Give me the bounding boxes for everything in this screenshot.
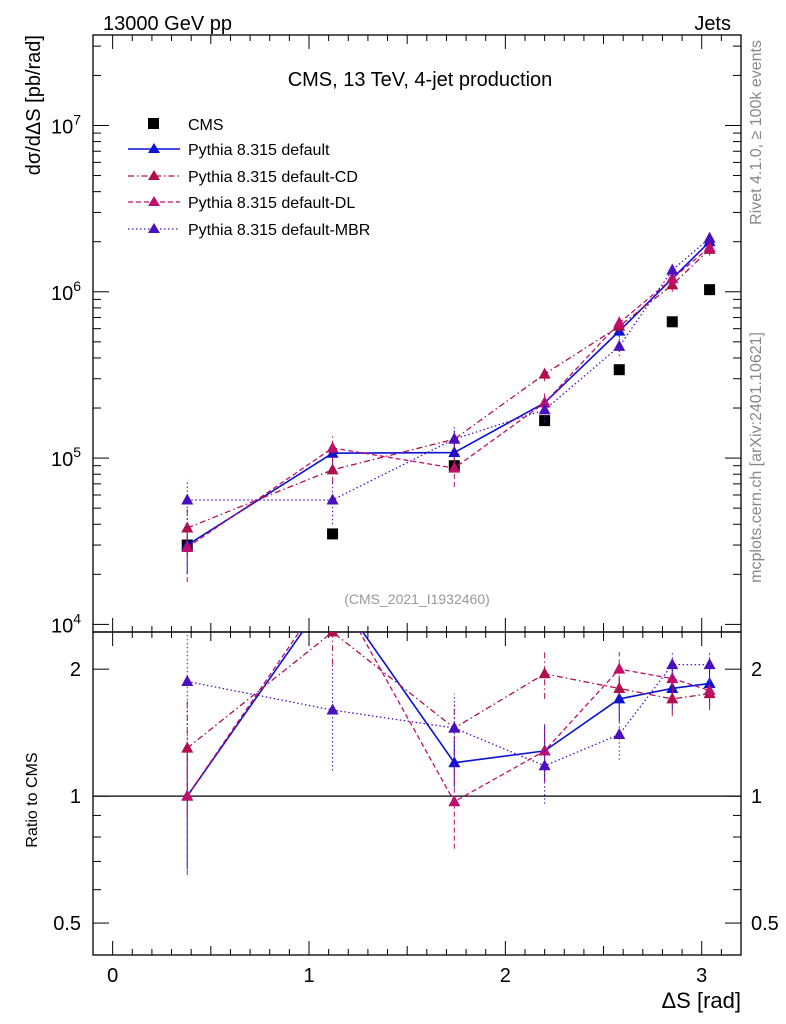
y-tick-label: 104 <box>51 610 81 637</box>
main-point-dl <box>613 316 626 328</box>
ratio-point-mbr <box>703 658 716 670</box>
ratio-point-mbr <box>666 658 679 670</box>
main-point-mbr <box>613 339 626 351</box>
main-line-default <box>186 241 711 546</box>
main-point-cd <box>538 367 551 379</box>
main-point-mbr <box>703 231 716 243</box>
main-line-cd <box>187 248 711 529</box>
ratio-y-axis-title: Ratio to CMS <box>24 752 41 847</box>
ratio-point-mbr <box>613 727 626 739</box>
main-point-dl <box>666 272 679 284</box>
ratio-point-dl <box>538 744 551 756</box>
legend-label-dl: Pythia 8.315 default-DL <box>188 195 355 212</box>
ratio-series-layer <box>181 577 716 876</box>
main-point-dl <box>181 540 194 552</box>
ratio-y-tick-label: 2 <box>70 659 81 681</box>
ratio-point-cd <box>326 632 339 637</box>
x-tick-label: 0 <box>107 965 118 987</box>
main-line-mbr <box>187 237 711 501</box>
main-point-cd <box>326 463 339 475</box>
ratio-point-mbr <box>448 721 461 733</box>
ratio-point-cd <box>538 667 551 679</box>
rivet-version-label: Rivet 4.1.0, ≥ 100k events <box>748 40 765 225</box>
ratio-y-tick-label: 0.5 <box>53 913 81 935</box>
plot-title: CMS, 13 TeV, 4-jet production <box>288 69 553 91</box>
y-tick-label: 106 <box>51 278 81 305</box>
ratio-point-mbr <box>181 674 194 686</box>
y-tick-label: 107 <box>51 111 81 138</box>
legend-marker-cms <box>148 118 159 129</box>
main-y-axis-title: dσ/dΔS [pb/rad] <box>23 35 45 175</box>
ratio-y-tick-label: 2 <box>751 659 762 681</box>
main-point-mbr <box>448 432 461 444</box>
ratio-point-dl <box>613 662 626 674</box>
main-point-mbr <box>181 493 194 505</box>
ratio-point-dl <box>448 795 461 807</box>
ratio-line-default <box>186 632 710 797</box>
main-point-mbr <box>666 263 679 275</box>
ratio-line-cd <box>186 632 710 749</box>
main-point-cms <box>327 528 339 540</box>
ratio-line-dl <box>186 632 710 803</box>
legend-label-cms: CMS <box>188 117 224 134</box>
ratio-point-default <box>613 692 626 704</box>
main-line-dl <box>186 246 710 549</box>
ratio-y-tick-label: 1 <box>70 786 81 808</box>
x-tick-label: 1 <box>303 965 314 987</box>
legend-marker-mbr <box>148 223 160 233</box>
main-point-dl <box>326 441 339 453</box>
main-series-layer <box>181 231 716 582</box>
main-point-mbr <box>538 403 551 415</box>
ratio-line-mbr <box>187 663 710 767</box>
main-point-cms <box>704 284 716 296</box>
legend-label-mbr: Pythia 8.315 default-MBR <box>188 222 370 239</box>
main-point-cms <box>613 364 625 376</box>
x-tick-label: 2 <box>500 965 511 987</box>
legend-marker-default <box>148 143 160 153</box>
header-beam-label: 13000 GeV pp <box>103 13 232 35</box>
analysis-watermark: (CMS_2021_I1932460) <box>344 591 490 607</box>
ratio-point-mbr <box>538 759 551 771</box>
source-citation-label: mcplots.cern.ch [arXiv:2401.10621] <box>748 332 765 583</box>
ratio-point-cd <box>666 692 679 704</box>
legend-marker-dl <box>148 196 160 206</box>
legend-marker-cd <box>148 170 160 180</box>
ratio-point-dl <box>327 577 339 588</box>
ratio-plot-frame <box>92 631 742 956</box>
ratio-y-tick-label: 1 <box>751 786 762 808</box>
legend: CMS Pythia 8.315 default Pythia 8.315 de… <box>128 117 370 239</box>
legend-label-default: Pythia 8.315 default <box>188 142 330 159</box>
legend-label-cd: Pythia 8.315 default-CD <box>188 169 358 186</box>
main-point-dl <box>448 461 461 473</box>
axis-ticks <box>93 35 742 955</box>
ratio-point-dl <box>181 789 194 801</box>
ratio-point-dl <box>703 684 716 696</box>
ratio-point-default <box>327 582 339 593</box>
main-point-mbr <box>326 493 339 505</box>
ratio-point-mbr <box>326 703 339 715</box>
y-tick-label: 105 <box>51 444 81 471</box>
x-tick-label: 3 <box>696 965 707 987</box>
axis-tick-labels: 0 1 2 3 104 105 106 107 0.5 0.5 1 1 2 2 <box>51 111 779 987</box>
x-axis-title: ΔS [rad] <box>661 988 741 1013</box>
main-point-cms <box>666 316 678 328</box>
header-category-label: Jets <box>694 13 731 35</box>
ratio-y-tick-label: 0.5 <box>751 913 779 935</box>
main-point-dl <box>703 240 716 252</box>
